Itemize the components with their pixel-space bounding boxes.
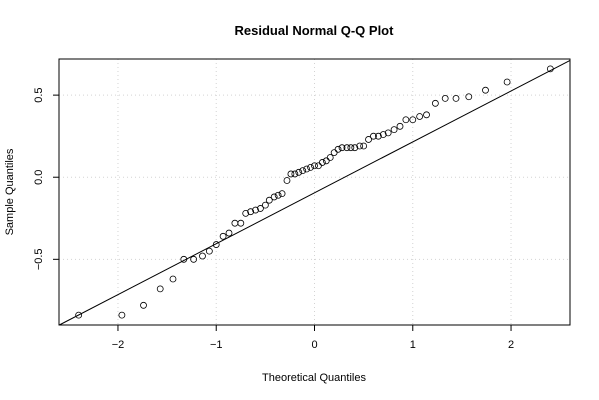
data-point (283, 177, 291, 184)
data-point (343, 144, 351, 152)
x-tick-label: −2 (112, 339, 125, 351)
data-point (265, 196, 273, 204)
data-point (356, 142, 364, 150)
data-point (118, 311, 126, 319)
data-point (237, 219, 245, 227)
x-tick-label: −1 (210, 339, 223, 351)
data-point (212, 241, 220, 248)
data-point (270, 193, 278, 201)
data-point (75, 311, 83, 319)
data-point (330, 149, 338, 156)
data-point (303, 165, 311, 173)
data-point (291, 170, 299, 178)
data-point (257, 205, 264, 212)
data-point (338, 144, 346, 152)
data-point (374, 132, 382, 140)
data-point (307, 163, 314, 171)
data-point (409, 116, 417, 124)
data-point (322, 157, 330, 165)
data-point (423, 111, 430, 119)
data-points (75, 65, 554, 319)
data-point (334, 145, 342, 153)
data-point (347, 144, 355, 152)
y-tick-label: −0.5 (33, 248, 45, 270)
x-axis-label: Theoretical Quantiles (262, 372, 366, 384)
data-point (465, 93, 473, 101)
data-point (299, 167, 307, 175)
y-tick-label: 0.5 (33, 87, 45, 102)
data-point (287, 170, 295, 178)
data-point (231, 219, 239, 227)
data-point (190, 255, 198, 263)
x-tick-label: 1 (410, 339, 416, 351)
data-point (503, 78, 511, 86)
data-point (295, 168, 303, 176)
data-point (452, 95, 460, 102)
data-point (351, 144, 359, 152)
data-point (247, 208, 255, 216)
grid-lines (59, 59, 570, 325)
data-point (390, 126, 398, 134)
data-point (431, 99, 439, 107)
data-point (205, 247, 213, 255)
data-point (326, 154, 334, 161)
data-point (140, 301, 147, 309)
data-point (169, 275, 177, 283)
data-point (156, 285, 164, 293)
data-point (278, 190, 286, 198)
y-axis-label: Sample Quantiles (4, 148, 16, 235)
data-point (402, 116, 410, 124)
data-point (242, 209, 250, 217)
data-point (311, 162, 318, 170)
data-point (379, 131, 387, 138)
data-point (482, 86, 489, 94)
data-point (365, 136, 372, 143)
data-point (396, 122, 404, 130)
qq-reference-line (59, 60, 571, 326)
data-point (315, 162, 322, 170)
data-point (416, 113, 424, 120)
data-point (225, 229, 233, 237)
reference-line (59, 60, 571, 326)
data-point (261, 201, 269, 209)
x-tick-label: 0 (311, 339, 317, 351)
data-point (219, 232, 227, 240)
chart-title: Residual Normal Q-Q Plot (235, 23, 395, 38)
x-tick-label: 2 (508, 339, 514, 351)
data-point (318, 159, 326, 166)
data-point (199, 252, 206, 260)
data-point (370, 132, 377, 140)
y-tick-label: 0.0 (33, 170, 45, 185)
data-point (274, 191, 282, 199)
data-point (384, 129, 392, 137)
data-point (360, 142, 368, 150)
data-point (180, 255, 188, 263)
y-axis: −0.5 0.0 0.5 (33, 87, 60, 270)
data-point (441, 95, 449, 102)
data-point (546, 65, 554, 73)
x-axis: −2 −1 0 1 2 (112, 324, 514, 351)
data-point (252, 206, 259, 214)
